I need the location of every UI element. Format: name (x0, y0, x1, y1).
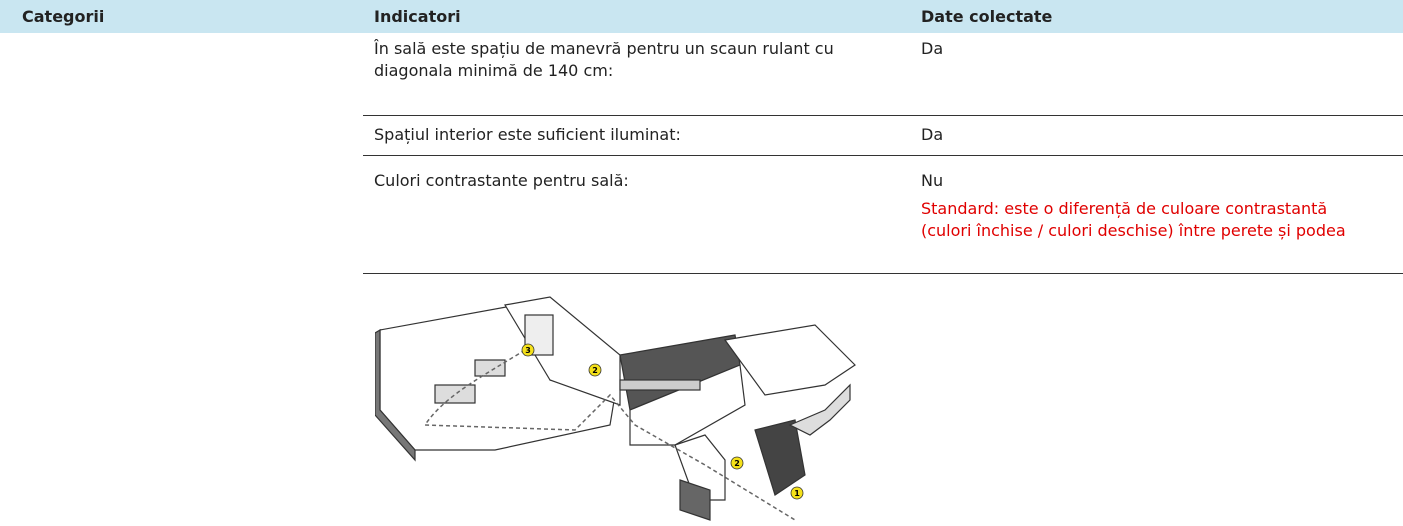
row-divider (363, 273, 1403, 274)
indicator-cell: Culori contrastante pentru sală: (374, 171, 629, 190)
marker-circle (521, 343, 535, 357)
marker-label: 3 (525, 346, 531, 355)
header-cell: Categorii (22, 7, 105, 26)
marker-circle (588, 363, 602, 377)
illustration: 3 2 2 1 (375, 296, 856, 521)
marker-circle (790, 486, 804, 500)
marker-label: 2 (734, 459, 740, 468)
marker-circle (730, 456, 744, 470)
value-cell: Da (921, 39, 944, 58)
indicator-cell: În sală este spațiu de manevră pentru un… (374, 39, 834, 80)
value-cell: Da (921, 125, 944, 144)
standard-note: Standard: este o diferență de culoare co… (921, 199, 1346, 240)
marker-label: 1 (794, 489, 800, 498)
header-cell: Indicatori (374, 7, 461, 26)
table-header (0, 0, 1403, 33)
marker-label: 2 (592, 366, 598, 375)
header-cell: Date colectate (921, 7, 1053, 26)
row-divider (363, 115, 1403, 116)
row-divider (363, 155, 1403, 156)
indicator-cell: Spațiul interior este suficient iluminat… (374, 125, 681, 144)
value-cell: Nu (921, 171, 944, 190)
